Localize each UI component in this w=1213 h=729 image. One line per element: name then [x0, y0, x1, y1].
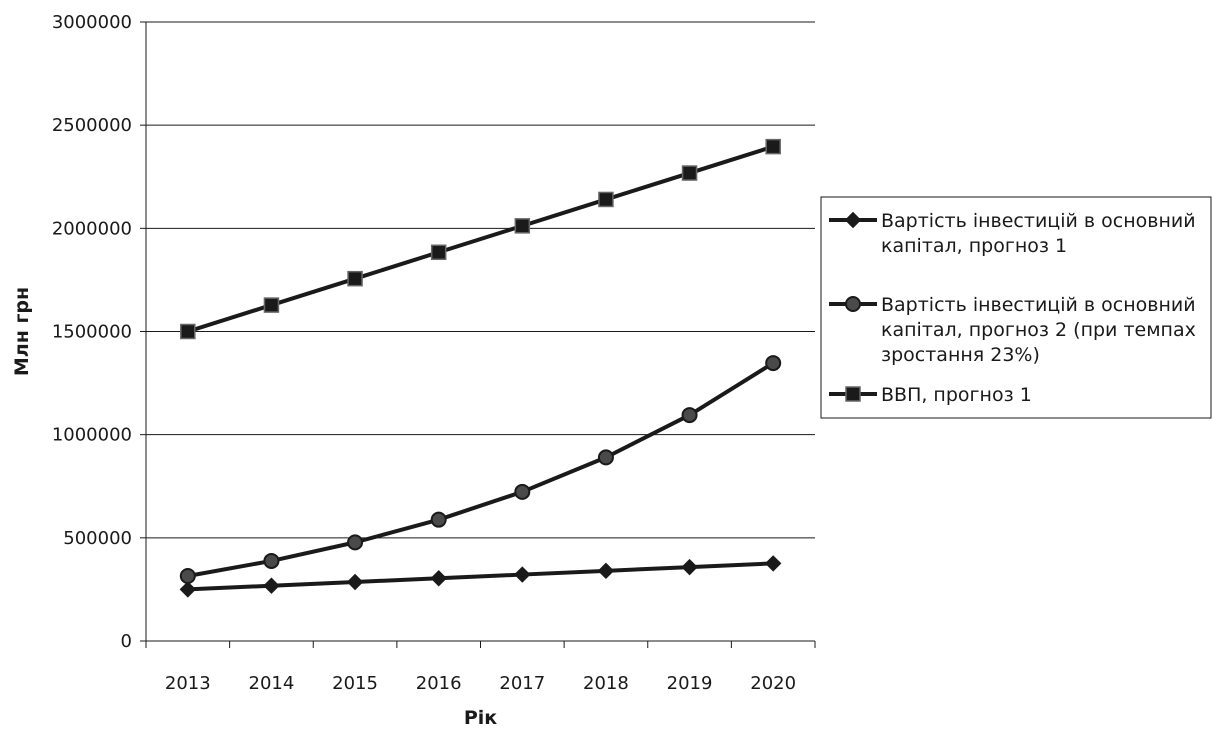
y-tick-labels: 0 500000 1000000 1500000 2000000 2500000 30000… [52, 12, 132, 652]
x-tick-label: 2013 [165, 673, 211, 694]
series-1-point [514, 566, 531, 583]
y-tick-label: 1500000 [52, 322, 132, 343]
x-tick-labels: 2013 2014 2015 2016 2017 2018 2019 2020 [165, 673, 796, 694]
y-tick-label: 2000000 [52, 218, 132, 239]
series-1-point [430, 570, 447, 587]
series-3-point [430, 244, 447, 261]
series-2 [179, 355, 782, 585]
series-2-point [765, 355, 782, 372]
series-1-point [179, 581, 197, 598]
x-tick-label: 2015 [332, 673, 378, 694]
series-3-point [263, 297, 280, 313]
x-tick-label: 2017 [499, 673, 545, 694]
legend-swatch-marker [845, 296, 861, 312]
series-3-point [681, 165, 698, 181]
series-2-line [187, 361, 775, 578]
grid-lines [146, 21, 815, 539]
legend-label: зростання 23%) [881, 344, 1040, 366]
series-3-point [598, 191, 614, 208]
y-tick-label: 0 [121, 631, 132, 652]
legend-entry-2: Вартість інвестицій в основний капітал, п… [829, 294, 1196, 366]
series-3-line [187, 144, 774, 334]
series-3-point [765, 138, 781, 155]
x-tick-label: 2020 [750, 673, 796, 694]
series-2-point [179, 568, 196, 585]
series-1-point [263, 577, 280, 594]
axes [140, 21, 816, 648]
series-2-point [597, 449, 614, 466]
series-3-point [347, 270, 363, 287]
y-tick-label: 3000000 [52, 12, 132, 33]
series-1-point [681, 558, 698, 576]
series-3-point [180, 323, 196, 340]
series-1 [179, 555, 782, 598]
x-tick-label: 2019 [667, 673, 713, 694]
legend-entry-3: ВВП, прогноз 1 [829, 384, 1032, 406]
series-2-point [347, 534, 364, 551]
x-tick-label: 2014 [249, 673, 295, 694]
series-2-point [514, 483, 531, 500]
legend-label: капітал, прогноз 2 (при темпах [881, 319, 1196, 341]
series-1-point [346, 573, 364, 591]
legend-label: ВВП, прогноз 1 [881, 384, 1032, 406]
series-3 [180, 138, 781, 340]
legend-box [820, 196, 1212, 419]
series-1-line [187, 561, 774, 592]
legend-swatch-marker [845, 386, 861, 402]
y-tick-label: 1000000 [52, 425, 132, 446]
legend-label: Вартість інвестицій в основний [881, 294, 1196, 316]
series-2-point [263, 552, 280, 569]
x-tick-label: 2016 [416, 673, 462, 694]
y-tick-label: 2500000 [52, 115, 132, 136]
legend-label: капітал, прогноз 1 [881, 235, 1067, 257]
legend: Вартість інвестицій в основний капітал, п… [820, 196, 1212, 419]
series-2-point [681, 407, 698, 424]
y-tick-label: 500000 [63, 528, 132, 549]
series-1-point [764, 555, 782, 572]
legend-label: Вартість інвестицій в основний [881, 210, 1196, 232]
legend-swatch-marker [844, 211, 862, 229]
x-axis-title: Рік [464, 707, 497, 729]
series-3-point [514, 218, 531, 234]
series-2-point [430, 511, 447, 528]
x-tick-label: 2018 [583, 673, 629, 694]
y-axis-title: Млн грн [11, 287, 33, 376]
legend-entry-1: Вартість інвестицій в основний капітал, п… [829, 210, 1196, 257]
series-1-point [597, 562, 615, 580]
series-group [179, 138, 782, 598]
